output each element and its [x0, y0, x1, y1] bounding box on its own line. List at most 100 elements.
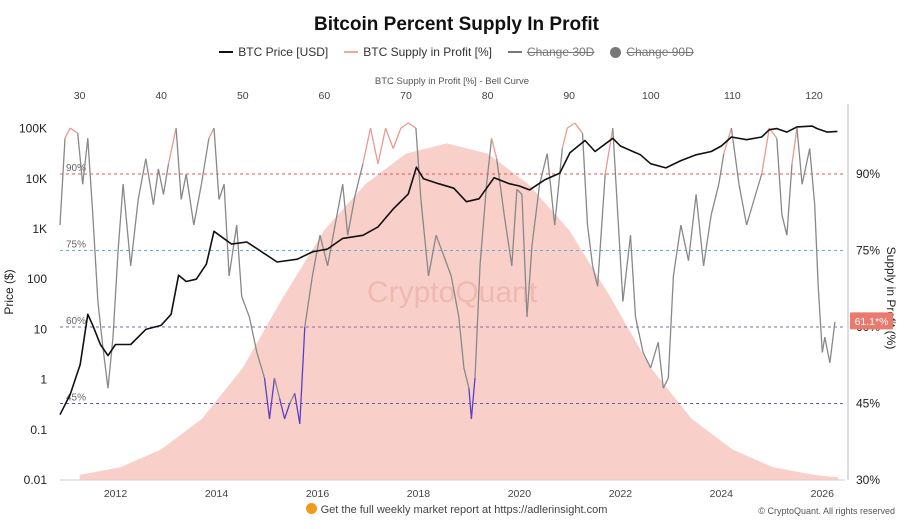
legend-swatch [507, 51, 522, 53]
y-left-tick-label: 10K [26, 172, 47, 186]
supply-profit-segment [278, 398, 286, 419]
legend-swatch [219, 51, 234, 53]
footer-text: Get the full weekly market report at [320, 504, 495, 516]
supply-profit-segment [657, 342, 664, 389]
supply-profit-segment [662, 377, 669, 389]
supply-profit-segment [152, 168, 160, 205]
supply-profit-segment [776, 138, 783, 215]
x-axis-tick-label: 2024 [710, 488, 734, 500]
y-right-tick-label: 75% [856, 244, 880, 258]
supply-profit-segment [354, 163, 364, 195]
supply-profit-segment [97, 301, 104, 348]
footer-note: Get the full weekly market report at htt… [0, 503, 913, 516]
y-left-axis-label: Price ($) [2, 269, 16, 314]
x-axis-tick-label: 2012 [104, 488, 128, 500]
supply-profit-segment [112, 250, 119, 338]
supply-profit-segment [503, 214, 513, 266]
y-left-tick-label: 100K [19, 122, 47, 136]
supply-profit-segment [516, 188, 523, 195]
supply-profit-segment [443, 255, 452, 277]
supply-profit-segment [710, 184, 720, 215]
supply-profit-segment [64, 127, 71, 139]
supply-profit-segment [392, 127, 402, 149]
supply-profit-segment [649, 342, 659, 368]
supply-profit-segment [538, 153, 548, 185]
supply-profit-segment [695, 194, 705, 266]
legend-swatch [610, 46, 622, 58]
chart-title: Bitcoin Percent Supply In Profit [313, 14, 600, 35]
supply-profit-segment [738, 184, 748, 226]
supply-profit-segment [102, 347, 109, 389]
supply-profit-segment [470, 377, 476, 419]
btc-price-line [59, 125, 838, 416]
supply-profit-segment [415, 128, 422, 200]
supply-profit-segment [781, 214, 788, 236]
supply-profit-segment [369, 127, 379, 164]
legend-item-4[interactable]: Change 90D [610, 45, 694, 59]
supply-profit-segment [311, 235, 321, 277]
supply-profit-segment [745, 199, 755, 226]
supply-profit-segment [256, 352, 266, 379]
supply-profit-segment [586, 224, 594, 266]
supply-profit-segment [612, 128, 619, 215]
supply-profit-segment [180, 173, 187, 200]
y-left-tick-label: 1 [40, 373, 47, 387]
supply-profit-segment [400, 122, 409, 129]
supply-profit-segment [629, 235, 637, 317]
supply-profit-segment [786, 163, 793, 236]
footer-link[interactable]: https://adlerinsight.com [494, 504, 608, 516]
supply-profit-segment [581, 133, 589, 226]
supply-profit-segment [294, 393, 301, 425]
legend-label: Change 30D [526, 45, 595, 59]
supply-profit-segment [546, 153, 556, 226]
supply-profit-segment [241, 296, 250, 318]
supply-profit-segment [117, 184, 124, 251]
top-axis-title: BTC Supply in Profit [%] - Bell Curve [375, 76, 529, 87]
supply-profit-segment [622, 235, 632, 302]
supply-profit-segment [263, 377, 271, 419]
supply-profit-segment [814, 204, 819, 287]
legend-item-2[interactable]: BTC Supply in Profit [%] [344, 45, 492, 59]
supply-profit-segment [193, 184, 203, 226]
x-axis-tick-label: 2018 [407, 488, 431, 500]
supply-profit-segment [687, 194, 697, 261]
supply-profit-segment [283, 403, 291, 420]
y-right-tick-label: 30% [856, 473, 880, 487]
supply-profit-segment [642, 352, 652, 369]
threshold-label-90: 90% [66, 163, 86, 174]
x-axis-tick-label: 2016 [306, 488, 330, 500]
legend-label: BTC Supply in Profit [%] [363, 45, 492, 59]
supply-profit-segment [809, 148, 816, 205]
supply-profit-segment [554, 148, 563, 226]
supply-profit-segment [718, 153, 725, 185]
supply-profit-segment [761, 127, 770, 175]
legend-item-3[interactable]: Change 30D [507, 45, 595, 59]
top-axis-tick-label: 50 [237, 90, 249, 102]
supply-profit-segment [377, 127, 387, 164]
y-right-tick-label: 45% [856, 397, 880, 411]
supply-profit-segment [561, 127, 568, 149]
supply-profit-segment [299, 326, 306, 424]
legend-swatch [344, 51, 359, 53]
supply-profit-segment [463, 367, 470, 389]
legend: BTC Price [USD] BTC Supply in Profit [%] C… [0, 45, 913, 59]
y-right-tick-label: 90% [856, 167, 880, 181]
supply-profit-segment [667, 275, 675, 379]
supply-profit-segment [485, 138, 493, 185]
supply-profit-segment [450, 275, 460, 317]
supply-profit-segment [574, 122, 584, 134]
supply-profit-segment [468, 388, 473, 419]
supply-profit-segment [384, 127, 394, 149]
bell-curve-area [79, 143, 839, 480]
supply-profit-segment [107, 337, 114, 389]
supply-profit-segment [162, 163, 170, 195]
x-axis-tick-label: 2014 [205, 488, 229, 500]
supply-profit-segment [213, 128, 220, 200]
supply-profit-segment [702, 214, 712, 266]
legend-item-1[interactable]: BTC Price [USD] [219, 45, 328, 59]
supply-profit-segment [92, 214, 99, 302]
supply-profit-segment [236, 224, 243, 297]
supply-profit-segment [289, 393, 296, 404]
supply-profit-segment [511, 189, 518, 266]
